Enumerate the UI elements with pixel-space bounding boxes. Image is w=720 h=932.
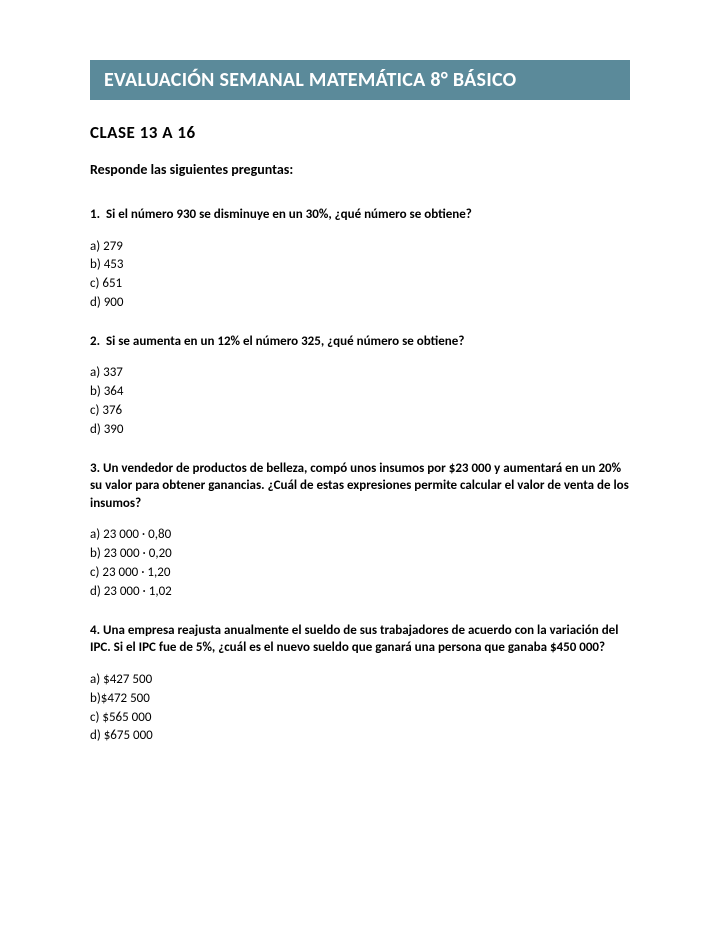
option-c: c) 23 000 · 1,20	[90, 564, 630, 583]
document-page: EVALUACIÓN SEMANAL MATEMÁTICA 8° BÁSICO …	[0, 0, 720, 806]
options-list: a) 279 b) 453 c) 651 d) 900	[90, 238, 630, 313]
option-c: c) 651	[90, 275, 630, 294]
question-text: 2. Si se aumenta en un 12% el número 325…	[90, 333, 630, 351]
option-a: a) 279	[90, 238, 630, 257]
header-banner: EVALUACIÓN SEMANAL MATEMÁTICA 8° BÁSICO	[90, 60, 630, 100]
option-d: d) 23 000 · 1,02	[90, 583, 630, 602]
option-b: b) 23 000 · 0,20	[90, 545, 630, 564]
subtitle: CLASE 13 A 16	[90, 122, 630, 143]
question-text: 3. Un vendedor de productos de belleza, …	[90, 460, 630, 513]
option-d: d) $675 000	[90, 727, 630, 746]
option-a: a) 337	[90, 364, 630, 383]
option-a: a) 23 000 · 0,80	[90, 526, 630, 545]
option-d: d) 900	[90, 294, 630, 313]
question-block: 4. Una empresa reajusta anualmente el su…	[90, 622, 630, 746]
option-c: c) 376	[90, 402, 630, 421]
header-title: EVALUACIÓN SEMANAL MATEMÁTICA 8° BÁSICO	[104, 68, 517, 92]
question-number: 4.	[90, 623, 100, 638]
option-b: b) 453	[90, 256, 630, 275]
question-body: Una empresa reajusta anualmente el sueld…	[90, 623, 618, 656]
question-block: 3. Un vendedor de productos de belleza, …	[90, 460, 630, 602]
options-list: a) 23 000 · 0,80 b) 23 000 · 0,20 c) 23 …	[90, 526, 630, 601]
option-b: b)$472 500	[90, 690, 630, 709]
option-d: d) 390	[90, 421, 630, 440]
question-text: 1. Si el número 930 se disminuye en un 3…	[90, 206, 630, 224]
question-block: 1. Si el número 930 se disminuye en un 3…	[90, 206, 630, 313]
question-number: 2.	[90, 334, 100, 349]
question-number: 3.	[90, 461, 100, 476]
question-body: Si se aumenta en un 12% el número 325, ¿…	[106, 334, 464, 349]
options-list: a) $427 500 b)$472 500 c) $565 000 d) $6…	[90, 671, 630, 746]
question-number: 1.	[90, 207, 100, 222]
question-block: 2. Si se aumenta en un 12% el número 325…	[90, 333, 630, 440]
option-c: c) $565 000	[90, 709, 630, 728]
question-text: 4. Una empresa reajusta anualmente el su…	[90, 622, 630, 657]
option-b: b) 364	[90, 383, 630, 402]
question-body: Si el número 930 se disminuye en un 30%,…	[106, 207, 472, 222]
options-list: a) 337 b) 364 c) 376 d) 390	[90, 364, 630, 439]
instructions: Responde las siguientes preguntas:	[90, 161, 630, 178]
option-a: a) $427 500	[90, 671, 630, 690]
question-body: Un vendedor de productos de belleza, com…	[90, 461, 629, 511]
